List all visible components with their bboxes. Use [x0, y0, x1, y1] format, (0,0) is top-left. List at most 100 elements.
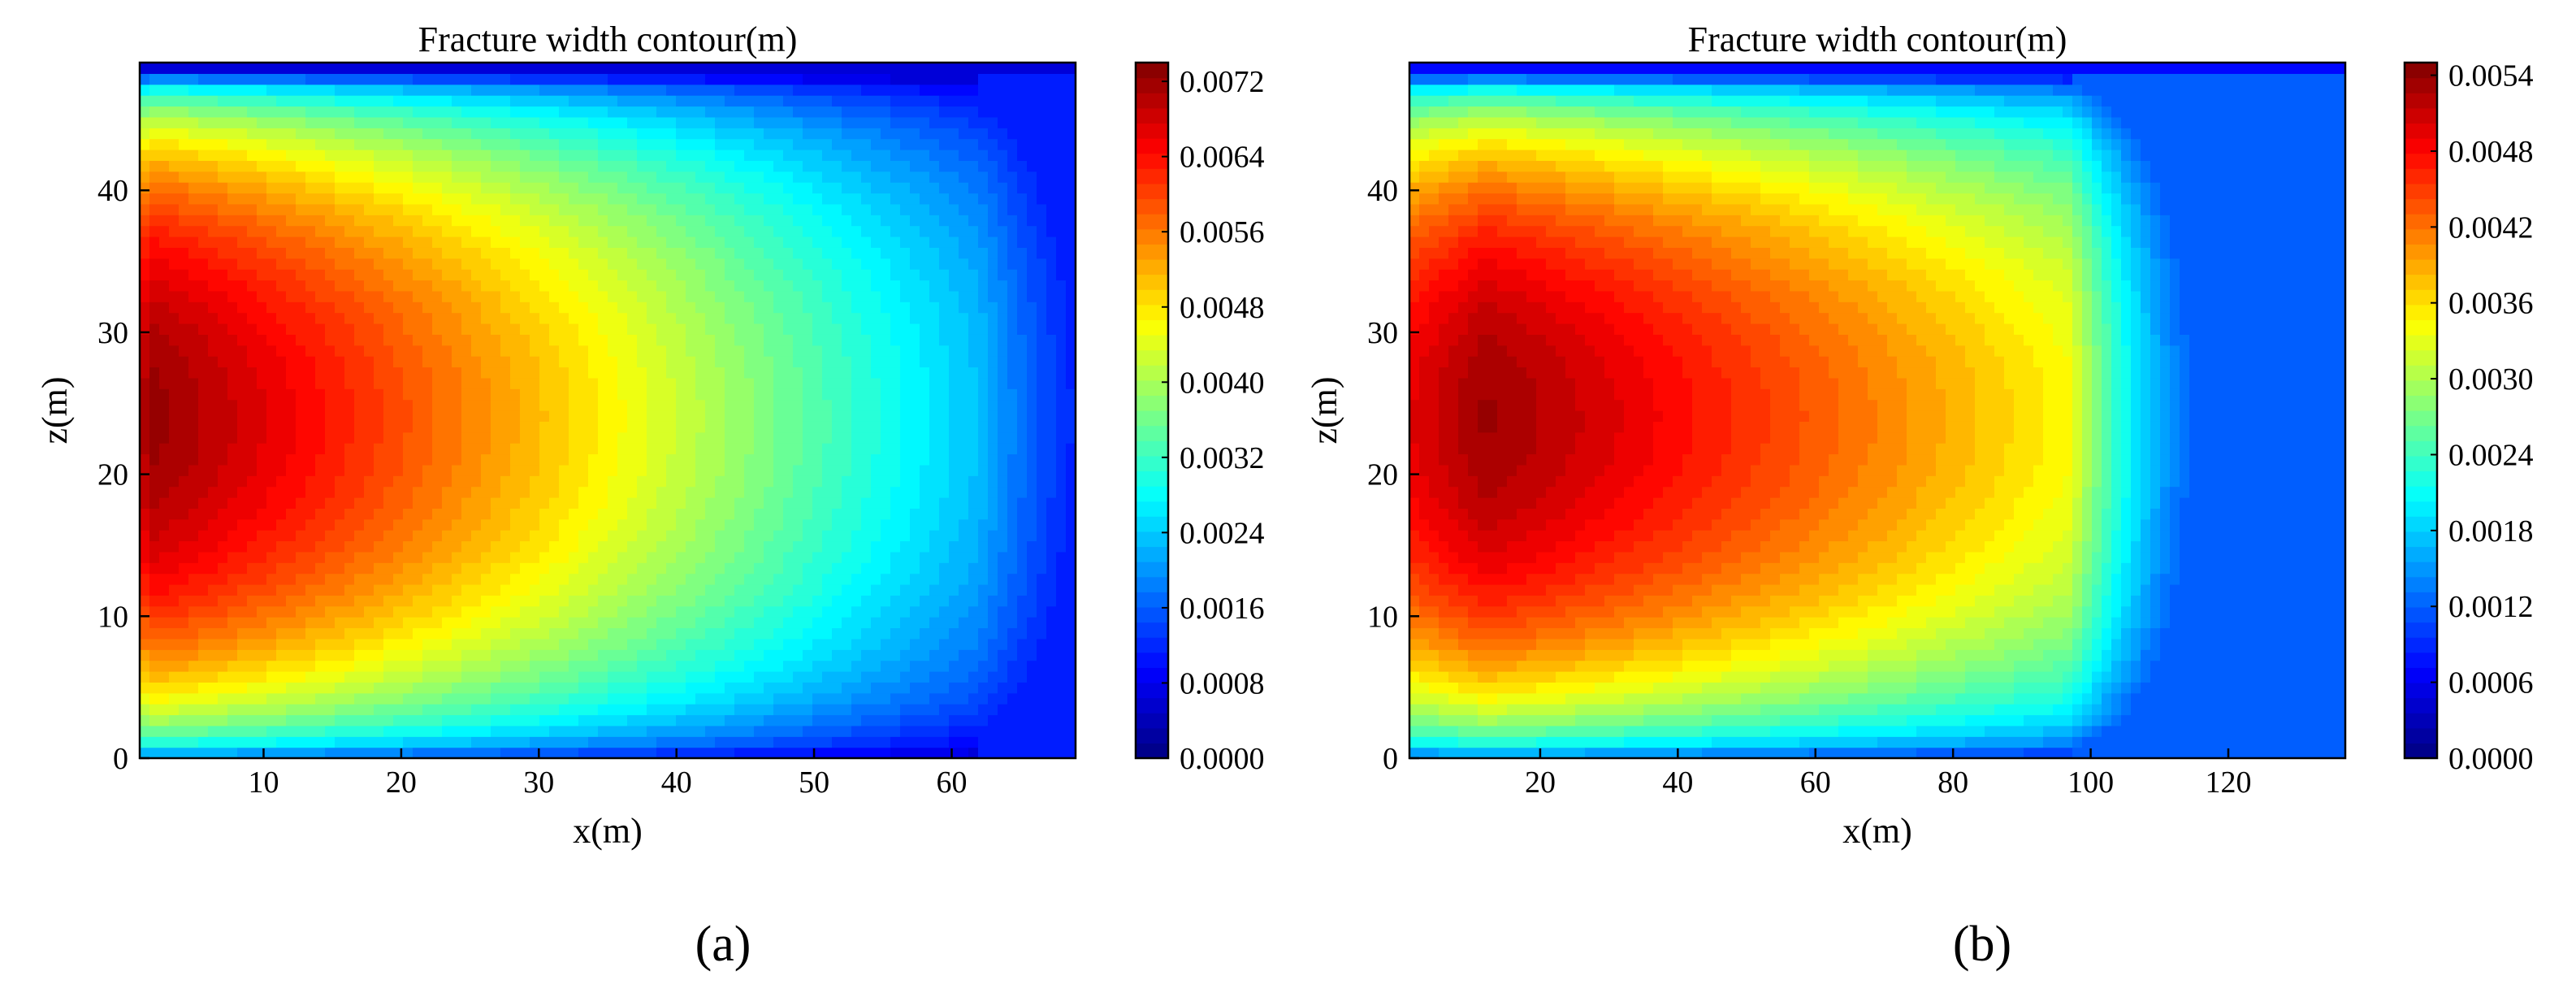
contour-cell	[569, 203, 579, 215]
contour-cell	[832, 128, 842, 140]
contour-cell	[422, 323, 433, 335]
contour-cell	[296, 215, 306, 227]
contour-cell	[159, 638, 170, 650]
contour-cell	[491, 627, 501, 640]
contour-cell	[598, 497, 608, 509]
contour-cell	[851, 518, 862, 531]
contour-cell	[364, 366, 374, 379]
contour-cell	[861, 660, 872, 672]
contour-cell	[851, 660, 862, 672]
contour-cell	[754, 193, 764, 205]
contour-cell	[705, 443, 716, 455]
contour-cell	[481, 171, 491, 183]
contour-cell	[666, 497, 677, 509]
contour-cell	[695, 399, 706, 411]
contour-cell	[461, 617, 472, 629]
contour-cell	[471, 595, 482, 607]
contour-cell	[237, 649, 248, 661]
contour-cell	[247, 638, 258, 650]
contour-cell	[344, 366, 355, 379]
contour-cell	[266, 508, 277, 520]
contour-cell	[452, 150, 462, 161]
contour-cell	[179, 627, 189, 640]
contour-cell	[374, 736, 384, 748]
contour-cell	[403, 323, 413, 335]
contour-cell	[374, 366, 384, 379]
contour-cell	[188, 388, 199, 401]
contour-cell	[452, 280, 462, 292]
contour-cell	[666, 128, 677, 140]
contour-cell	[422, 617, 433, 629]
contour-cell	[842, 573, 852, 585]
contour-cell	[549, 73, 560, 85]
contour-cell	[276, 443, 287, 455]
contour-cell	[374, 638, 384, 650]
contour-cell	[198, 193, 209, 205]
contour-cell	[608, 84, 618, 96]
contour-cell	[442, 453, 452, 466]
contour-cell	[491, 518, 501, 531]
contour-cell	[461, 106, 472, 118]
contour-cell	[452, 649, 462, 661]
contour-cell	[188, 399, 199, 411]
contour-cell	[491, 464, 501, 476]
contour-cell	[705, 464, 716, 476]
contour-cell	[637, 312, 647, 324]
contour-cell	[764, 627, 774, 640]
contour-cell	[695, 203, 706, 215]
contour-cell	[442, 269, 452, 281]
contour-cell	[764, 671, 774, 683]
contour-cell	[744, 290, 755, 302]
contour-cell	[286, 736, 297, 748]
contour-cell	[734, 692, 745, 705]
contour-cell	[335, 399, 345, 411]
contour-cell	[432, 399, 443, 411]
contour-cell	[149, 258, 160, 270]
contour-cell	[218, 421, 228, 433]
contour-cell	[442, 106, 452, 118]
contour-cell	[198, 421, 209, 433]
contour-cell	[676, 377, 686, 389]
contour-cell	[452, 312, 462, 324]
contour-cell	[754, 290, 764, 302]
contour-cell	[325, 410, 336, 422]
contour-cell	[637, 334, 647, 346]
contour-cell	[491, 356, 501, 368]
contour-cell	[266, 605, 277, 618]
contour-cell	[647, 725, 657, 737]
contour-cell	[832, 714, 842, 726]
contour-cell	[344, 540, 355, 553]
contour-cell	[218, 203, 228, 215]
contour-cell	[159, 704, 170, 716]
contour-cell	[403, 182, 413, 194]
contour-cell	[383, 747, 394, 759]
contour-cell	[851, 464, 862, 476]
contour-cell	[510, 280, 521, 292]
contour-cell	[169, 366, 180, 379]
contour-cell	[812, 671, 823, 683]
contour-cell	[676, 73, 686, 85]
contour-cell	[764, 323, 774, 335]
contour-cell	[832, 63, 842, 74]
contour-cell	[725, 247, 735, 259]
contour-cell	[344, 225, 355, 237]
contour-cell	[744, 530, 755, 542]
contour-cell	[413, 660, 423, 672]
contour-cell	[286, 356, 297, 368]
contour-cell	[286, 323, 297, 335]
contour-cell	[383, 73, 394, 85]
contour-cell	[413, 73, 423, 85]
contour-cell	[578, 421, 589, 433]
contour-cell	[432, 627, 443, 640]
contour-cell	[578, 736, 589, 748]
contour-cell	[549, 290, 560, 302]
contour-cell	[325, 366, 336, 379]
contour-cell	[315, 312, 326, 324]
contour-cell	[754, 573, 764, 585]
contour-cell	[559, 182, 569, 194]
contour-cell	[832, 638, 842, 650]
contour-cell	[257, 551, 267, 563]
contour-cell	[247, 475, 258, 488]
contour-cell	[861, 388, 872, 401]
contour-cell	[452, 682, 462, 694]
